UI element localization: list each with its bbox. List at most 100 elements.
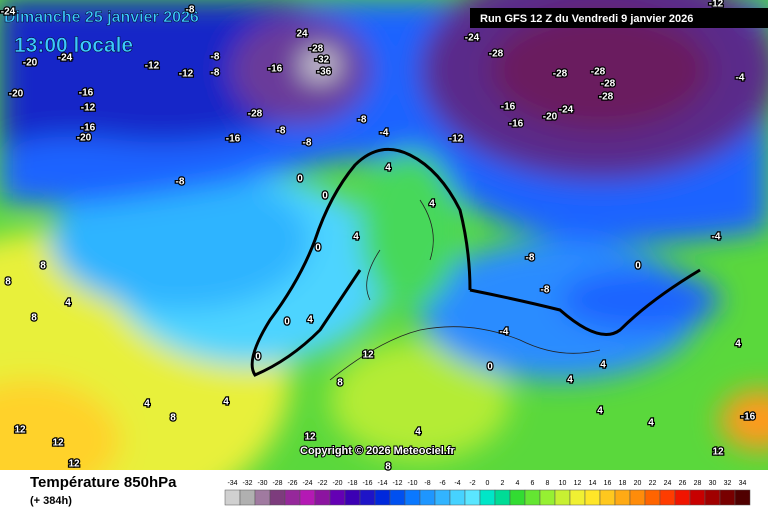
scale-label: -14: [377, 480, 387, 487]
scale-label: 22: [649, 480, 657, 487]
isotherm-labels: -24-20 -24-12-12-8-8-824-28-32-36-16-28-8…: [0, 0, 757, 474]
isotherm-label: 12: [712, 447, 724, 458]
isotherm-label: -24: [58, 53, 73, 64]
scale-label: -12: [392, 480, 402, 487]
scale-label: -26: [287, 480, 297, 487]
isotherm-label: 8: [337, 378, 343, 389]
isotherm-label: -12: [179, 69, 194, 80]
isotherm-label: 8: [170, 413, 176, 424]
isotherm-label: 8: [31, 313, 37, 324]
isotherm-label: 4: [65, 298, 71, 309]
scale-label: 28: [694, 480, 702, 487]
scale-swatch: [374, 489, 391, 506]
scale-label: -28: [272, 480, 282, 487]
scale-swatch: [254, 489, 271, 506]
isotherm-label: -16: [226, 134, 241, 145]
scale-swatch: [734, 489, 751, 506]
lead-time: (+ 384h): [30, 495, 72, 507]
scale-swatch: [269, 489, 286, 506]
scale-swatch: [464, 489, 481, 506]
scale-label: 14: [589, 480, 597, 487]
scale-label: -32: [242, 480, 252, 487]
date-label: Dimanche 25 janvier 2026: [4, 9, 199, 26]
scale-swatch: [479, 489, 496, 506]
isotherm-label: -8: [211, 52, 220, 63]
scale-label: -8: [424, 480, 430, 487]
isotherm-label: -4: [380, 128, 389, 139]
isotherm-label: -20: [77, 133, 92, 144]
scale-swatch: [389, 489, 406, 506]
scale-label: 34: [739, 480, 747, 487]
scale-label: -20: [332, 480, 342, 487]
scale-label: 18: [619, 480, 627, 487]
scale-swatch: [569, 489, 586, 506]
isotherm-label: -16: [501, 102, 516, 113]
scale-swatch: [584, 489, 601, 506]
scale-swatch: [284, 489, 301, 506]
scale-label: 4: [516, 480, 520, 487]
isotherm-label: -8: [303, 138, 312, 149]
isotherm-label: -8: [176, 177, 185, 188]
scale-label: -30: [257, 480, 267, 487]
scale-label: 8: [546, 480, 550, 487]
scale-swatch: [674, 489, 691, 506]
scale-label: -6: [439, 480, 445, 487]
color-scale: -34 -32 -30 -28 -26 -24 -22 -20 -18 -16 -14 -12 -10-…: [224, 480, 751, 506]
scale-swatch: [644, 489, 661, 506]
scale-label: 2: [501, 480, 505, 487]
isotherm-label: -36: [317, 67, 332, 78]
isotherm-label: 24: [296, 29, 308, 40]
scale-label: 10: [559, 480, 567, 487]
isotherm-label: -8: [211, 68, 220, 79]
isotherm-label: -28: [248, 109, 263, 120]
isotherm-label: 4: [385, 163, 391, 174]
isotherm-label: -16: [741, 412, 756, 423]
scale-swatch: [659, 489, 676, 506]
isotherm-label: 4: [429, 199, 435, 210]
isotherm-label: 4: [307, 315, 313, 326]
isotherm-label: -20: [23, 58, 38, 69]
isotherm-label: -4: [712, 232, 721, 243]
scale-swatch: [434, 489, 451, 506]
scale-label: -10: [407, 480, 417, 487]
scale-swatch: [494, 489, 511, 506]
coastline: [329, 199, 601, 381]
isotherm-label: 4: [735, 339, 741, 350]
isotherm-label: -8: [526, 253, 535, 264]
isotherm-label: 8: [385, 462, 391, 473]
isotherm-label: -8: [541, 285, 550, 296]
isotherm-label: -28: [489, 49, 504, 60]
isotherm-label: -28: [601, 79, 616, 90]
isotherm-label: 0: [322, 191, 328, 202]
scale-label: -24: [302, 480, 312, 487]
isotherm-label: 0: [315, 243, 321, 254]
scale-swatch: [299, 489, 316, 506]
scale-label: 12: [574, 480, 582, 487]
scale-swatch: [314, 489, 331, 506]
scale-swatch: [719, 489, 736, 506]
isotherm-label: -16: [509, 119, 524, 130]
scale-swatch: [599, 489, 616, 506]
isotherm-label: -28: [309, 44, 324, 55]
scale-label: 24: [664, 480, 672, 487]
scale-swatch: [224, 489, 241, 506]
isotherm-label: -4: [500, 327, 509, 338]
isotherm-label: 4: [223, 397, 229, 408]
isotherm-label: -12: [81, 103, 96, 114]
isotherm-label: 4: [353, 232, 359, 243]
isotherm-label: 4: [567, 375, 573, 386]
isotherm-label: -8: [186, 5, 195, 16]
isotherm-label: 8: [40, 261, 46, 272]
isotherm-label: -8: [277, 126, 286, 137]
isotherm-label: 4: [597, 406, 603, 417]
isotherm-label: -20: [543, 112, 558, 123]
isotherm-label: -16: [81, 123, 96, 134]
isotherm-label: 12: [304, 432, 316, 443]
isotherm-label: -24: [1, 7, 16, 18]
run-box: [470, 8, 768, 28]
scale-swatch: [689, 489, 706, 506]
scale-label: -18: [347, 480, 357, 487]
scale-swatch: [509, 489, 526, 506]
scale-label: -22: [317, 480, 327, 487]
